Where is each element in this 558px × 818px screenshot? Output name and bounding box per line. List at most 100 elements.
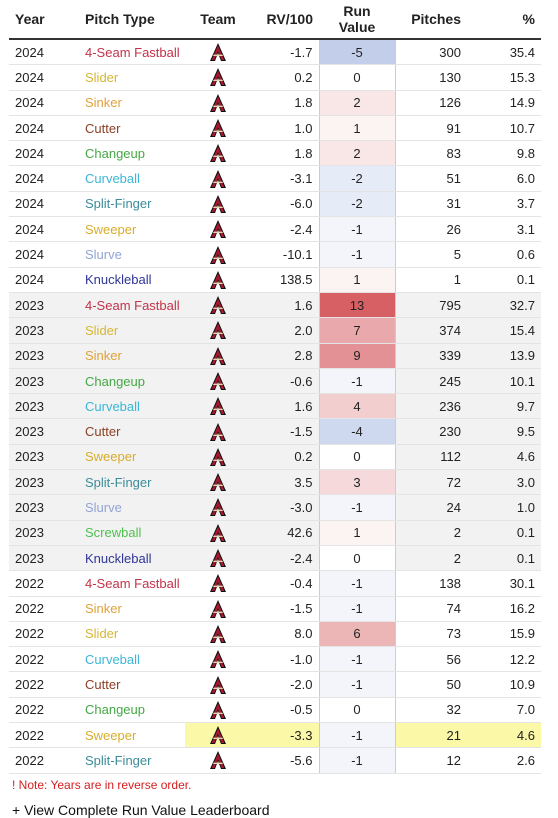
pitch-type-cell: Sweeper	[79, 216, 185, 243]
table-row: 2023 Knuckleball -2.4 0 2 0.1	[9, 545, 541, 572]
pitch-type-cell: Curveball	[79, 393, 185, 420]
year-cell: 2022	[9, 697, 79, 724]
year-cell: 2022	[9, 621, 79, 648]
rv100-cell: -0.4	[251, 570, 319, 597]
team-logo	[210, 447, 226, 466]
table-row: 2022 Curveball -1.0 -1 56 12.2	[9, 646, 541, 673]
rv100-cell: 3.5	[251, 469, 319, 496]
pitches-cell: 236	[395, 393, 467, 420]
pitches-cell: 795	[395, 292, 467, 319]
pitches-cell: 2	[395, 520, 467, 546]
team-logo	[210, 397, 226, 416]
team-cell	[185, 241, 251, 268]
year-cell: 2024	[9, 165, 79, 192]
run-value-cell: -1	[318, 596, 396, 622]
rv100-cell: 1.8	[251, 90, 319, 116]
percent-cell: 30.1	[467, 570, 541, 597]
run-value-cell: 13	[318, 292, 396, 319]
pitches-cell: 32	[395, 697, 467, 724]
percent-cell: 0.6	[467, 241, 541, 268]
run-value-cell: 2	[318, 90, 396, 116]
percent-cell: 3.7	[467, 191, 541, 218]
team-cell	[185, 90, 251, 116]
team-cell	[185, 469, 251, 496]
rv100-cell: 8.0	[251, 621, 319, 648]
rv100-cell: -2.4	[251, 216, 319, 243]
team-logo	[210, 194, 226, 213]
column-header: RV/100	[251, 0, 319, 40]
pitch-type-cell: Cutter	[79, 671, 185, 698]
percent-cell: 0.1	[467, 520, 541, 546]
team-cell	[185, 191, 251, 218]
rv100-cell: -2.0	[251, 671, 319, 698]
percent-cell: 0.1	[467, 267, 541, 293]
team-logo	[210, 296, 226, 315]
table-row: 2023 Sweeper 0.2 0 112 4.6	[9, 444, 541, 471]
team-logo	[210, 650, 226, 669]
pitches-cell: 230	[395, 418, 467, 445]
pitch-type-cell: 4-Seam Fastball	[79, 39, 185, 66]
team-logo	[210, 346, 226, 365]
pitches-cell: 126	[395, 90, 467, 116]
team-logo	[210, 43, 226, 62]
year-cell: 2022	[9, 596, 79, 622]
run-value-cell: -5	[318, 39, 396, 66]
run-value-cell: -2	[318, 191, 396, 218]
percent-cell: 15.9	[467, 621, 541, 648]
team-logo	[210, 599, 226, 618]
table-row: 2022 Cutter -2.0 -1 50 10.9	[9, 671, 541, 698]
percent-cell: 15.4	[467, 317, 541, 344]
rv100-cell: -1.7	[251, 39, 319, 66]
team-cell	[185, 697, 251, 724]
rv100-cell: -0.6	[251, 368, 319, 395]
team-cell	[185, 64, 251, 91]
rv100-cell: 1.0	[251, 115, 319, 142]
column-header: Year	[9, 0, 79, 40]
table-row: 2023 Curveball 1.6 4 236 9.7	[9, 393, 541, 420]
percent-cell: 4.6	[467, 722, 541, 749]
pitches-cell: 21	[395, 722, 467, 749]
pitch-type-cell: Slider	[79, 317, 185, 344]
column-header: Team	[185, 0, 251, 40]
year-cell: 2024	[9, 216, 79, 243]
pitch-type-cell: Sweeper	[79, 444, 185, 471]
pitch-type-cell: Curveball	[79, 646, 185, 673]
team-cell	[185, 115, 251, 142]
team-logo	[210, 169, 226, 188]
run-value-cell: 9	[318, 343, 396, 369]
run-value-cell: 1	[318, 115, 396, 142]
team-cell	[185, 267, 251, 293]
team-logo	[210, 624, 226, 643]
percent-cell: 6.0	[467, 165, 541, 192]
year-cell: 2023	[9, 494, 79, 521]
team-cell	[185, 317, 251, 344]
team-logo	[210, 144, 226, 163]
team-cell	[185, 368, 251, 395]
rv100-cell: -3.0	[251, 494, 319, 521]
column-header: %	[467, 0, 541, 40]
table-row: 2022 Split-Finger -5.6 -1 12 2.6	[9, 747, 541, 774]
table-row: 2023 Cutter -1.5 -4 230 9.5	[9, 418, 541, 445]
pitches-cell: 1	[395, 267, 467, 293]
table-row: 2023 4-Seam Fastball 1.6 13 795 32.7	[9, 292, 541, 319]
rv100-cell: -3.1	[251, 165, 319, 192]
team-cell	[185, 646, 251, 673]
year-cell: 2024	[9, 241, 79, 268]
team-cell	[185, 520, 251, 546]
year-cell: 2024	[9, 64, 79, 91]
rv100-cell: -2.4	[251, 545, 319, 572]
rv100-cell: -6.0	[251, 191, 319, 218]
year-cell: 2024	[9, 191, 79, 218]
year-cell: 2022	[9, 646, 79, 673]
run-value-cell: -2	[318, 165, 396, 192]
pitch-type-cell: Slider	[79, 621, 185, 648]
run-value-cell: 0	[318, 64, 396, 91]
team-cell	[185, 545, 251, 572]
pitch-type-cell: Changeup	[79, 697, 185, 724]
leaderboard-link[interactable]: + View Complete Run Value Leaderboard	[12, 801, 270, 818]
pitches-cell: 12	[395, 747, 467, 774]
run-value-cell: -1	[318, 241, 396, 268]
rv100-cell: 1.6	[251, 393, 319, 420]
rv100-cell: 0.2	[251, 64, 319, 91]
pitches-cell: 245	[395, 368, 467, 395]
